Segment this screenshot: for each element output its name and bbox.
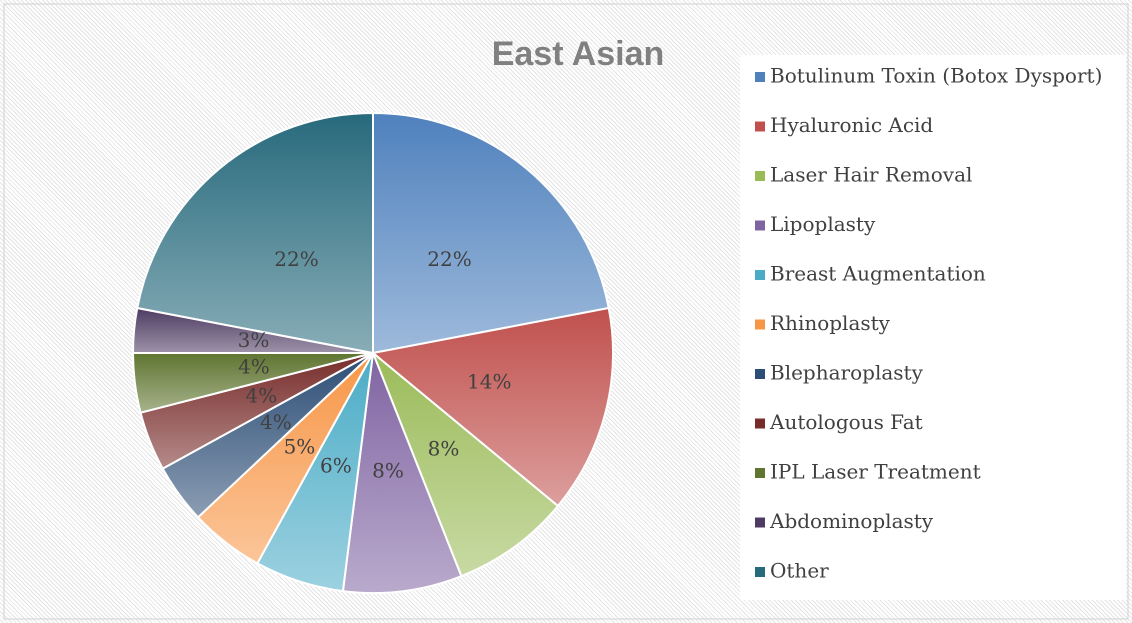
- legend-swatch: [755, 171, 765, 181]
- legend-label: Other: [770, 559, 829, 583]
- data-label: 22%: [274, 247, 318, 271]
- data-label: 8%: [428, 437, 460, 461]
- data-label: 22%: [427, 247, 471, 271]
- legend-label: Laser Hair Removal: [770, 163, 972, 187]
- legend-label: Autologous Fat: [769, 410, 923, 434]
- legend-box: [740, 55, 1126, 600]
- data-label: 5%: [284, 434, 316, 458]
- data-label: 14%: [467, 369, 511, 393]
- pie-slice: [370, 306, 614, 508]
- data-label: 4%: [238, 355, 270, 379]
- legend-swatch: [755, 468, 765, 478]
- pie-slice: [136, 111, 374, 355]
- legend-label: Botulinum Toxin (Botox Dysport): [770, 64, 1102, 88]
- legend-label: Lipoplasty: [770, 212, 876, 236]
- legend-swatch: [755, 220, 765, 231]
- data-label: 6%: [320, 454, 352, 478]
- data-label: 3%: [238, 328, 270, 352]
- legend-label: Breast Augmentation: [770, 262, 986, 286]
- data-label: 4%: [246, 384, 278, 408]
- legend-label: Blepharoplasty: [770, 361, 924, 385]
- legend-swatch: [755, 418, 765, 429]
- legend-swatch: [755, 319, 765, 330]
- legend-swatch: [755, 369, 765, 379]
- data-label: 8%: [372, 459, 404, 483]
- legend-label: Abdominoplasty: [769, 509, 934, 533]
- legend-swatch: [755, 567, 765, 577]
- pie-slice: [372, 352, 560, 578]
- legend-label: IPL Laser Treatment: [770, 460, 981, 484]
- legend-swatch: [755, 517, 765, 528]
- pie-slice: [372, 111, 610, 355]
- legend-swatch: [755, 270, 765, 280]
- legend-swatch: [755, 72, 765, 82]
- pie-slice: [341, 352, 463, 594]
- legend-label: Rhinoplasty: [770, 311, 891, 335]
- legend-label: Hyaluronic Acid: [770, 113, 933, 137]
- chart-title: East Asian: [492, 35, 665, 73]
- legend-swatch: [755, 121, 765, 132]
- chart-border: [3, 3, 1129, 620]
- data-label: 4%: [260, 410, 292, 434]
